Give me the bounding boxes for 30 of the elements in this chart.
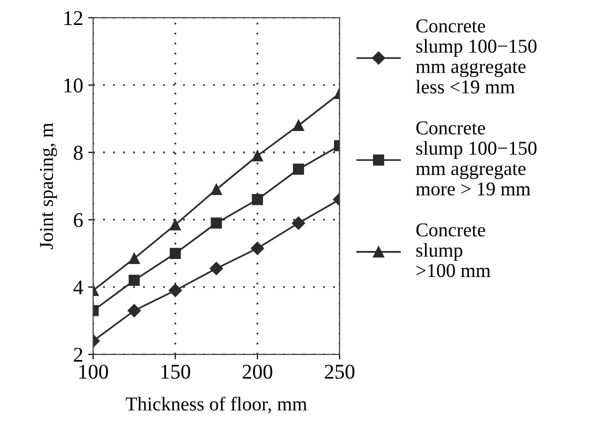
- point: [252, 194, 263, 206]
- legend-label: Concrete slump >100 mm: [416, 223, 490, 278]
- point: [210, 218, 222, 229]
- point: [292, 120, 304, 132]
- x-tick-label: 200: [242, 364, 272, 379]
- y-axis-title: Joint spacing, m: [40, 122, 58, 250]
- point: [128, 304, 141, 318]
- y-tick-label: 8: [74, 146, 83, 160]
- point: [210, 184, 222, 195]
- point: [168, 284, 182, 298]
- point: [170, 248, 181, 259]
- point: [250, 242, 264, 255]
- y-tick-label: 12: [64, 11, 82, 25]
- y-tick-label: 2: [74, 348, 82, 362]
- x-tick-label: 150: [162, 364, 190, 379]
- point: [128, 274, 140, 286]
- y-tick-label: 10: [64, 78, 83, 92]
- x-tick-label: 100: [79, 364, 108, 379]
- point: [128, 252, 140, 264]
- legend-label: Concrete slump 100−150 mm aggregate less <19 mm: [416, 19, 536, 94]
- x-tick-label: 250: [324, 364, 354, 379]
- point: [292, 164, 304, 175]
- point: [252, 150, 263, 162]
- point: [210, 262, 223, 276]
- point: [170, 219, 181, 230]
- legend-label: Concrete slump 100−150 mm aggregate more > 19 mm: [416, 121, 536, 196]
- y-tick-label: 4: [73, 280, 84, 294]
- point: [292, 216, 306, 230]
- y-tick-label: 6: [74, 213, 83, 228]
- x-axis-title: Thickness of floor, mm: [126, 396, 307, 414]
